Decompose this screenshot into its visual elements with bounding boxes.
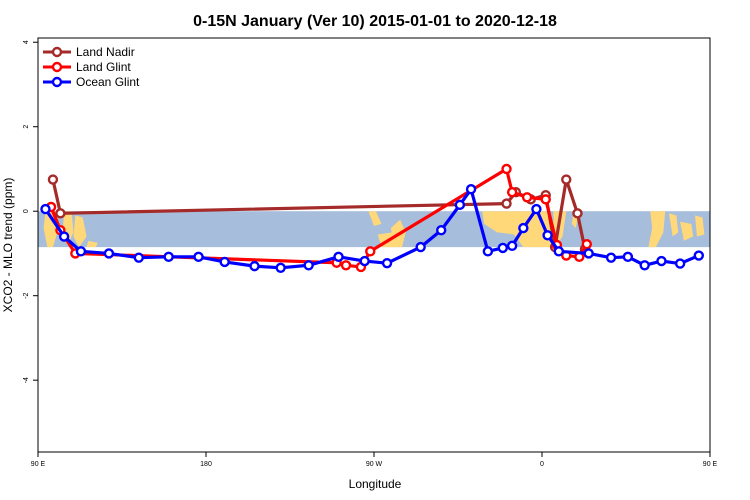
series-ocean-glint <box>40 184 704 274</box>
x-tick-label: 90 E <box>31 461 46 468</box>
data-point <box>333 251 344 263</box>
legend-label: Ocean Glint <box>76 75 140 89</box>
data-point <box>365 246 376 257</box>
x-axis: 90 E 180 90 W 0 90 E <box>31 452 718 468</box>
land-mass <box>668 213 679 237</box>
data-point <box>656 255 667 267</box>
y-tick-label: -4 <box>23 377 30 383</box>
data-point <box>133 252 145 263</box>
data-point <box>193 251 204 263</box>
data-point <box>249 260 260 272</box>
data-point <box>465 184 477 195</box>
legend-label: Land Nadir <box>76 45 135 59</box>
background-band <box>38 211 710 248</box>
data-point <box>553 246 564 257</box>
data-point <box>501 163 512 175</box>
x-axis-label: Longitude <box>349 477 402 491</box>
legend-label: Land Glint <box>76 60 131 74</box>
data-point <box>303 260 314 271</box>
data-point <box>506 240 518 252</box>
data-point <box>497 242 508 254</box>
y-axis: -4 -2 0 2 4 <box>23 40 38 383</box>
data-point <box>163 251 174 263</box>
data-point <box>639 260 650 271</box>
data-point <box>58 231 70 242</box>
data-point <box>75 246 87 257</box>
data-point <box>531 203 542 215</box>
legend-marker <box>51 76 63 88</box>
data-point <box>275 262 286 274</box>
data-point <box>436 225 447 236</box>
data-point <box>103 248 115 259</box>
land-mass <box>695 215 705 237</box>
data-point <box>381 257 393 269</box>
y-axis-label: XCO2 - MLO trend (ppm) <box>1 178 15 313</box>
land-mass <box>648 211 666 248</box>
data-point <box>415 241 426 253</box>
data-point <box>561 174 572 185</box>
data-point <box>340 260 352 271</box>
y-tick-label: 4 <box>23 40 30 44</box>
data-point <box>622 251 634 263</box>
x-tick-label: 90 E <box>703 461 718 468</box>
data-point <box>219 256 230 268</box>
x-tick-label: 90 W <box>366 461 383 468</box>
x-tick-label: 180 <box>200 461 212 468</box>
data-point <box>542 230 553 241</box>
data-point <box>47 174 59 185</box>
data-point <box>693 250 704 261</box>
data-point <box>540 194 551 205</box>
data-point <box>454 199 466 211</box>
chart-title: 0-15N January (Ver 10) 2015-01-01 to 202… <box>193 13 557 30</box>
land-mass <box>86 240 98 248</box>
data-point <box>572 208 583 219</box>
data-point <box>359 255 370 267</box>
data-point <box>521 192 533 203</box>
y-tick-label: 2 <box>23 125 30 129</box>
y-tick-label: 0 <box>23 209 30 213</box>
series-layer <box>40 163 704 274</box>
legend-marker <box>51 46 63 58</box>
land-mass <box>73 215 87 248</box>
land-mass <box>680 221 694 241</box>
data-point <box>482 246 494 257</box>
y-tick-label: -2 <box>23 292 30 298</box>
x-tick-label: 0 <box>540 461 544 468</box>
legend-marker <box>51 61 63 73</box>
land-mass <box>368 211 382 226</box>
data-point <box>40 203 51 215</box>
data-point <box>506 186 518 198</box>
data-point <box>674 258 686 269</box>
data-point <box>605 252 617 263</box>
data-point <box>501 198 512 209</box>
data-point <box>55 208 66 219</box>
data-point <box>518 222 529 234</box>
data-point <box>581 238 592 250</box>
data-point <box>583 248 594 259</box>
